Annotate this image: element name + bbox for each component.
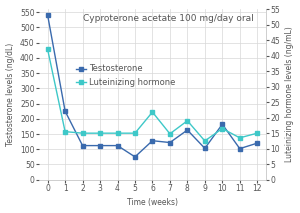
Luteinizing hormone bbox=[186, 119, 189, 122]
Luteinizing hormone bbox=[255, 132, 259, 134]
Testosterone bbox=[238, 147, 242, 150]
Testosterone bbox=[98, 144, 102, 147]
Luteinizing hormone bbox=[63, 130, 67, 133]
Legend: Testosterone, Luteinizing hormone: Testosterone, Luteinizing hormone bbox=[76, 64, 176, 87]
Luteinizing hormone bbox=[133, 132, 137, 134]
Testosterone bbox=[63, 110, 67, 112]
Testosterone bbox=[46, 14, 50, 16]
X-axis label: Time (weeks): Time (weeks) bbox=[127, 199, 178, 207]
Y-axis label: Luteinizing hormone levels (ng/mL): Luteinizing hormone levels (ng/mL) bbox=[285, 26, 294, 162]
Luteinizing hormone bbox=[168, 132, 172, 135]
Testosterone bbox=[186, 129, 189, 131]
Testosterone bbox=[116, 144, 119, 147]
Luteinizing hormone bbox=[46, 48, 50, 51]
Y-axis label: Testosterone levels (ng/dL): Testosterone levels (ng/dL) bbox=[6, 43, 15, 146]
Luteinizing hormone bbox=[203, 140, 207, 142]
Line: Luteinizing hormone: Luteinizing hormone bbox=[46, 48, 259, 143]
Luteinizing hormone bbox=[81, 132, 84, 134]
Testosterone bbox=[220, 123, 224, 125]
Testosterone bbox=[133, 155, 137, 158]
Luteinizing hormone bbox=[98, 132, 102, 134]
Line: Testosterone: Testosterone bbox=[46, 13, 259, 159]
Testosterone bbox=[255, 142, 259, 144]
Luteinizing hormone bbox=[220, 127, 224, 130]
Testosterone bbox=[203, 147, 207, 150]
Text: Cyproterone acetate 100 mg/day oral: Cyproterone acetate 100 mg/day oral bbox=[83, 14, 254, 23]
Luteinizing hormone bbox=[238, 137, 242, 139]
Testosterone bbox=[151, 140, 154, 142]
Testosterone bbox=[168, 141, 172, 144]
Luteinizing hormone bbox=[116, 132, 119, 134]
Luteinizing hormone bbox=[151, 111, 154, 113]
Testosterone bbox=[81, 144, 84, 147]
